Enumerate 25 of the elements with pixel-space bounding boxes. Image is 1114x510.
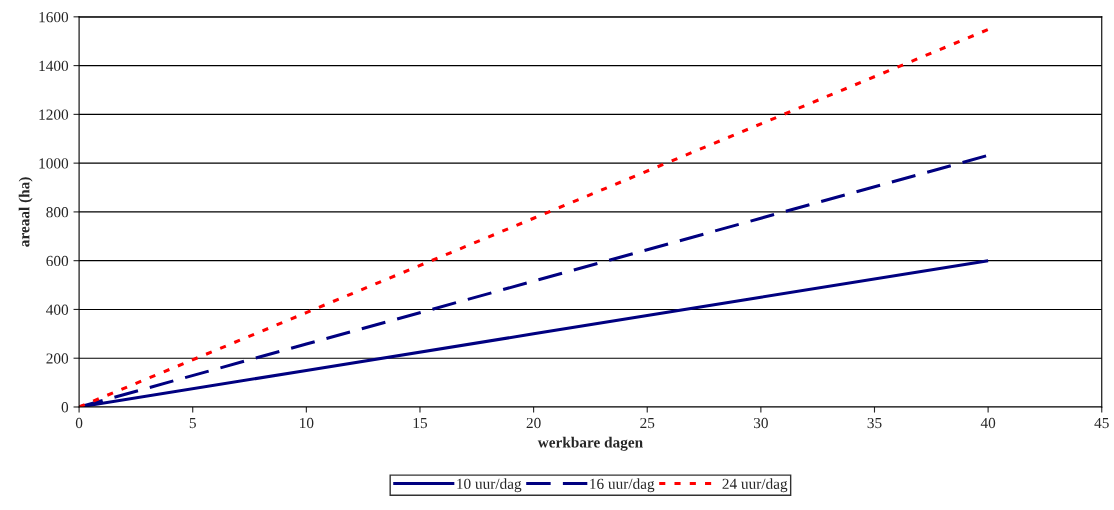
legend-label: 10 uur/dag [457,478,522,493]
y-tick-label: 600 [46,255,69,267]
y-tick-label: 1400 [39,60,69,72]
x-tick-label: 10 [300,417,314,429]
y-axis-title: areaal (ha) [18,177,33,247]
x-tick-label: 5 [189,417,196,429]
x-tick-label: 15 [413,417,428,429]
x-axis-title: werkbare dagen [537,436,643,451]
x-tick-label: 30 [753,417,768,429]
y-tick-label: 200 [46,353,69,364]
y-tick-label: 800 [46,207,69,218]
x-tick-label: 20 [526,417,541,429]
legend-label: 24 uur/dag [722,478,788,493]
legend-label: 16 uur/dag [590,478,655,493]
x-tick-label: 25 [640,417,655,429]
x-tick-label: 40 [980,417,996,429]
x-tick-label: 45 [1094,417,1109,429]
x-tick-label: 35 [867,417,882,429]
y-tick-label: 0 [61,402,69,413]
y-tick-label: 400 [46,304,69,315]
y-tick-label: 1600 [39,11,69,23]
y-tick-label: 1000 [39,158,69,169]
line-series [79,27,990,407]
x-tick-label: 0 [75,417,83,429]
y-tick-label: 1200 [39,109,69,120]
